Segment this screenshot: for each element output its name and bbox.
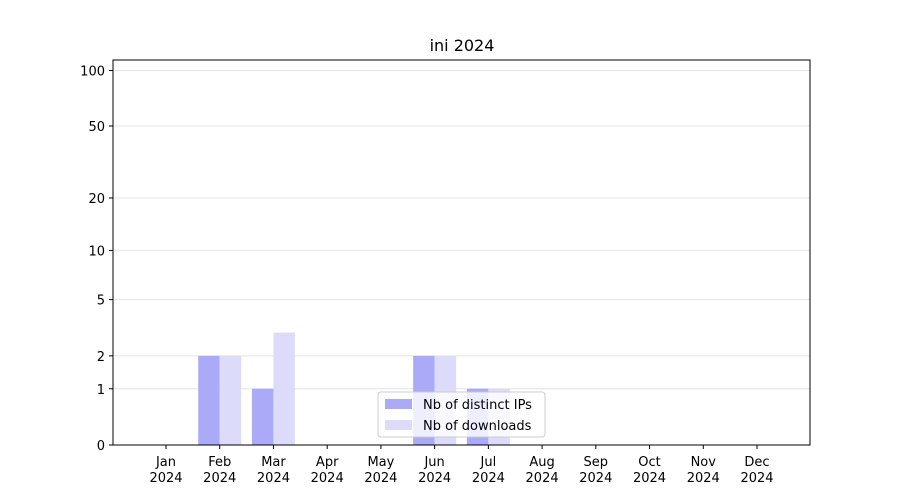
legend-label: Nb of downloads [423,419,532,434]
x-tick-line: Feb [208,455,231,470]
bar [251,388,274,445]
x-tick-line: 2024 [364,471,397,486]
x-tick-label: Aug 2024 [526,455,559,486]
x-tick-line: Sep [584,455,609,470]
x-tick-line: Jun [423,455,444,470]
x-tick-line: 2024 [633,471,666,486]
chart-title: ini 2024 [430,36,495,55]
x-tick-line: Dec [744,455,769,470]
x-tick-label: Sep 2024 [579,455,612,486]
x-tick-label: Apr 2024 [311,455,344,486]
x-tick-line: 2024 [526,471,559,486]
x-tick-line: Aug [529,455,554,470]
y-tick-label: 0 [97,439,105,454]
y-tick-label: 2 [97,350,105,365]
x-tick-label: Mar 2024 [257,455,290,486]
legend-swatch [385,399,412,409]
x-tick-line: Mar [261,455,286,470]
y-tick-label: 1 [97,383,105,398]
x-tick-label: Jan 2024 [149,455,182,486]
x-tick-line: 2024 [311,471,344,486]
x-tick-line: 2024 [418,471,451,486]
legend-box [377,391,546,438]
y-tick-label: 50 [88,120,105,135]
x-tick-label: Oct 2024 [633,455,666,486]
x-tick-line: 2024 [472,471,505,486]
y-tick-label: 10 [88,244,105,259]
x-tick-line: Nov [691,455,717,470]
x-tick-line: 2024 [579,471,612,486]
x-tick-label: Jun 2024 [418,455,451,486]
x-tick-line: Oct [638,455,660,470]
x-tick-label: Feb 2024 [203,455,236,486]
bar [273,332,295,445]
x-tick-label: Nov 2024 [687,455,720,486]
x-tick-line: 2024 [149,471,182,486]
x-tick-label: May 2024 [364,455,397,486]
plot-frame [112,59,811,446]
x-tick-line: Apr [316,455,339,470]
x-tick-line: 2024 [687,471,720,486]
bar [198,355,220,445]
x-tick-line: 2024 [203,471,236,486]
x-tick-label: Jul 2024 [472,455,505,486]
x-tick-line: 2024 [740,471,773,486]
y-tick-label: 100 [80,65,105,80]
bar [219,355,242,445]
x-tick-label: Dec 2024 [740,455,773,486]
y-tick-label: 5 [97,294,105,309]
legend-label: Nb of distinct IPs [423,398,532,413]
x-tick-line: 2024 [257,471,290,486]
x-tick-line: Jul [480,455,497,470]
legend-swatch [385,420,412,430]
legend: Nb of distinct IPs Nb of downloads [377,391,546,438]
x-tick-line: Jan [155,455,176,470]
x-tick-line: May [367,455,394,470]
y-tick-label: 20 [88,192,105,207]
